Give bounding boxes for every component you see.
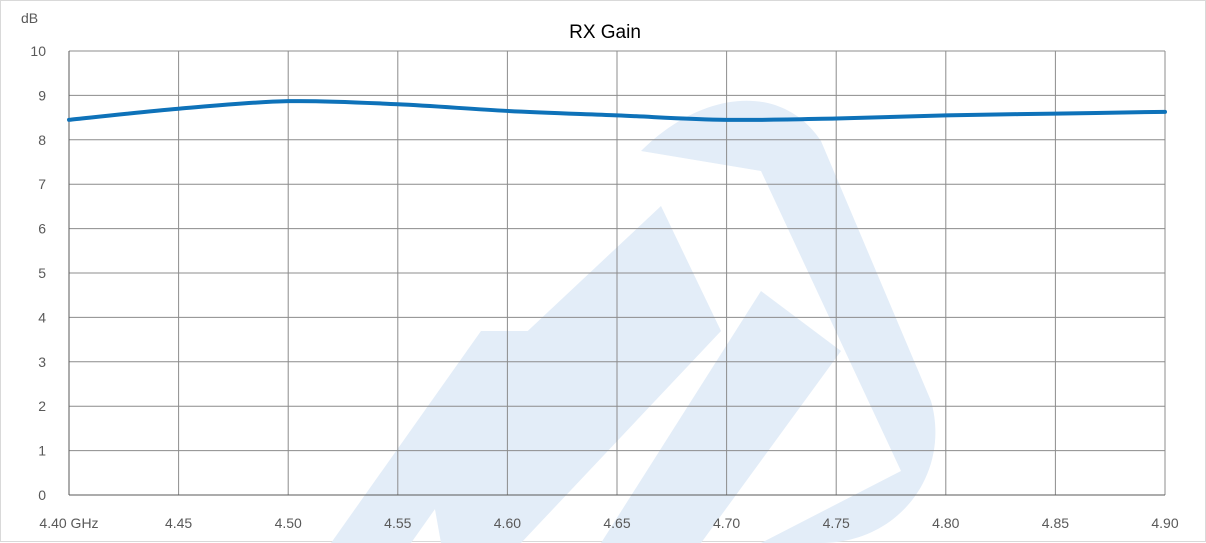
chart-title: RX Gain xyxy=(569,22,641,43)
x-tick-label: 4.55 xyxy=(384,515,411,531)
axes xyxy=(68,51,1165,496)
y-tick-label: 3 xyxy=(38,354,46,370)
y-tick-label: 0 xyxy=(38,487,46,503)
x-tick-label: 4.85 xyxy=(1042,515,1069,531)
y-tick-label: 9 xyxy=(38,87,46,103)
series-layer xyxy=(67,99,1167,122)
y-tick-label: 4 xyxy=(38,309,46,325)
watermark-shape xyxy=(641,100,936,543)
x-tick-label: 4.65 xyxy=(603,515,630,531)
x-tick-label: 4.50 xyxy=(275,515,302,531)
y-tick-label: 2 xyxy=(38,398,46,414)
watermark-logo xyxy=(331,100,936,543)
x-tick-label: 4.80 xyxy=(932,515,959,531)
x-tick-label: 4.45 xyxy=(165,515,192,531)
grid xyxy=(68,50,1166,496)
y-axis-unit-label: dB xyxy=(21,10,38,26)
x-tick-label: 4.90 xyxy=(1151,515,1178,531)
watermark-shape xyxy=(421,206,721,543)
y-tick-label: 1 xyxy=(38,443,46,459)
x-tick-label: 4.40 GHz xyxy=(39,515,98,531)
series-line-rx-gain xyxy=(67,99,1167,122)
y-tick-label: 10 xyxy=(30,43,46,59)
y-tick-label: 6 xyxy=(38,221,46,237)
watermark-shape xyxy=(601,291,841,543)
y-tick-label: 7 xyxy=(38,176,46,192)
x-tick-label: 4.60 xyxy=(494,515,521,531)
x-tick-label: 4.75 xyxy=(823,515,850,531)
y-axis-tick-labels: 0 1 2 3 4 5 6 7 8 9 10 xyxy=(30,43,46,503)
x-tick-label: 4.70 xyxy=(713,515,740,531)
x-axis-tick-labels: 4.40 GHz 4.45 4.50 4.55 4.60 4.65 4.70 4.75 4.80… xyxy=(39,515,1178,531)
y-tick-label: 8 xyxy=(38,132,46,148)
y-tick-label: 5 xyxy=(38,265,46,281)
